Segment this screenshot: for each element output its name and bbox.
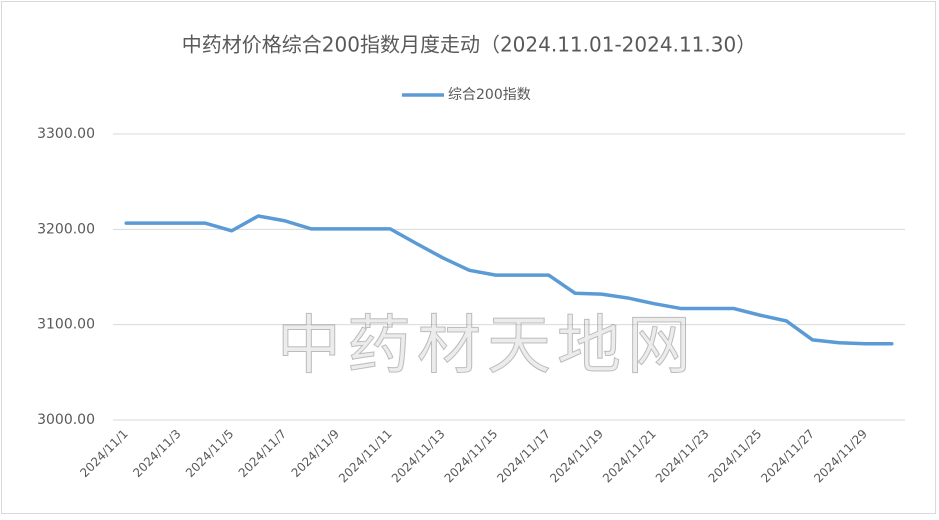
y-tick-label: 3200.00 — [37, 221, 95, 237]
data-line — [124, 214, 894, 346]
y-tick-label: 3100.00 — [37, 317, 95, 333]
y-tick-label: 3000.00 — [37, 412, 95, 428]
watermark: 中药材天地网 — [277, 310, 697, 384]
chart-title: 中药材价格综合200指数月度走动（2024.11.01-2024.11.30） — [182, 33, 756, 57]
y-tick-label: 3300.00 — [37, 126, 95, 142]
legend-label: 综合200指数 — [448, 87, 531, 103]
